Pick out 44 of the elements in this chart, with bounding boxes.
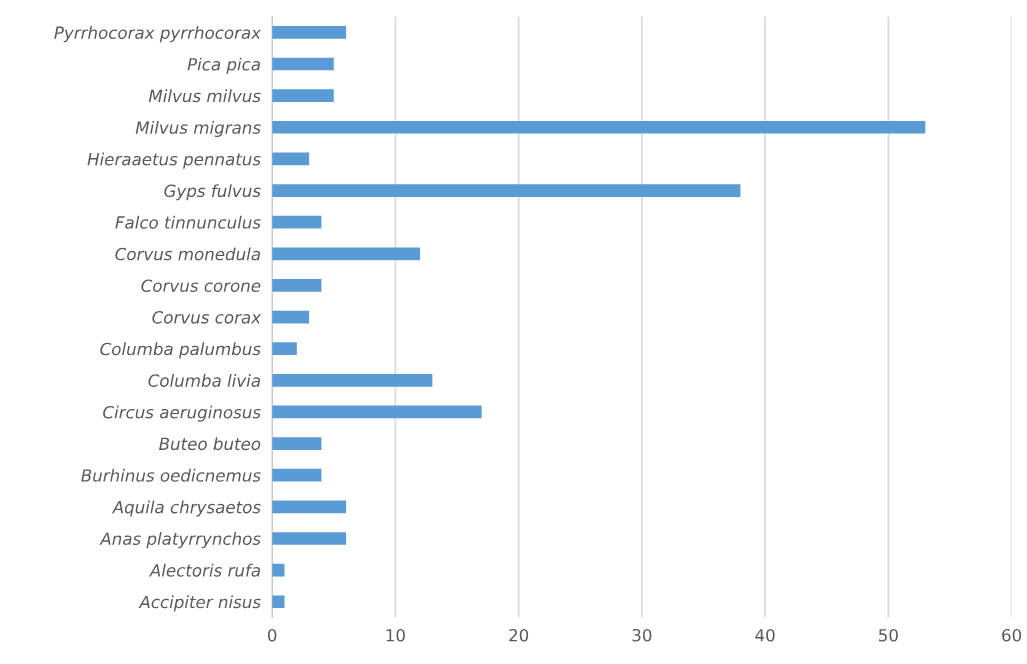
bar xyxy=(272,57,334,71)
bar xyxy=(272,184,741,197)
bar xyxy=(272,405,482,419)
bar xyxy=(272,532,347,545)
y-tick-label: Corvus corone xyxy=(141,279,261,292)
y-tick-label: Corvus monedula xyxy=(115,247,260,261)
x-tick-label: 10 xyxy=(386,628,405,642)
y-tick-label: Gyps fulvus xyxy=(164,184,261,201)
bar xyxy=(272,342,297,356)
x-tick-label: 30 xyxy=(632,628,652,642)
y-tick-label: Alectoris rufa xyxy=(149,563,260,577)
bar xyxy=(272,468,322,482)
bar xyxy=(272,279,322,292)
y-tick-label: Circus aeruginosus xyxy=(103,405,261,422)
x-tick-label: 50 xyxy=(879,628,898,642)
x-tick-label: 20 xyxy=(509,628,529,642)
bar xyxy=(272,26,347,39)
bar xyxy=(272,152,310,166)
bar xyxy=(272,215,322,229)
y-tick-label: Buteo buteo xyxy=(159,437,261,451)
bar xyxy=(272,437,322,450)
y-tick-label: Pica pica xyxy=(187,57,260,74)
x-tick-label: 0 xyxy=(267,628,277,642)
y-tick-label: Aquila chrysaetos xyxy=(111,500,261,517)
y-tick-label: Hieraaetus pennatus xyxy=(87,152,261,169)
bar xyxy=(272,500,347,514)
x-tick-label: 40 xyxy=(755,628,775,642)
bar xyxy=(272,310,310,324)
y-tick-label: Pyrrhocorax pyrrhocorax xyxy=(54,26,262,43)
bar xyxy=(272,89,334,102)
y-tick-label: Corvus corax xyxy=(152,311,262,324)
y-tick-label: Milvus migrans xyxy=(135,120,261,138)
bar xyxy=(272,247,421,261)
y-tick-label: Columba livia xyxy=(148,373,260,387)
bar xyxy=(272,595,285,609)
y-tick-label: Milvus milvus xyxy=(148,89,261,103)
y-tick-label: Falco tinnunculus xyxy=(115,215,261,229)
bar xyxy=(272,373,433,387)
x-tick-label: 60 xyxy=(1002,628,1022,642)
y-tick-label: Columba palumbus xyxy=(100,342,261,359)
y-tick-label: Accipiter nisus xyxy=(138,595,261,612)
bar xyxy=(272,120,926,134)
y-tick-label: Anas platyrrynchos xyxy=(99,532,261,549)
y-tick-label: Burhinus oedicnemus xyxy=(81,468,261,482)
